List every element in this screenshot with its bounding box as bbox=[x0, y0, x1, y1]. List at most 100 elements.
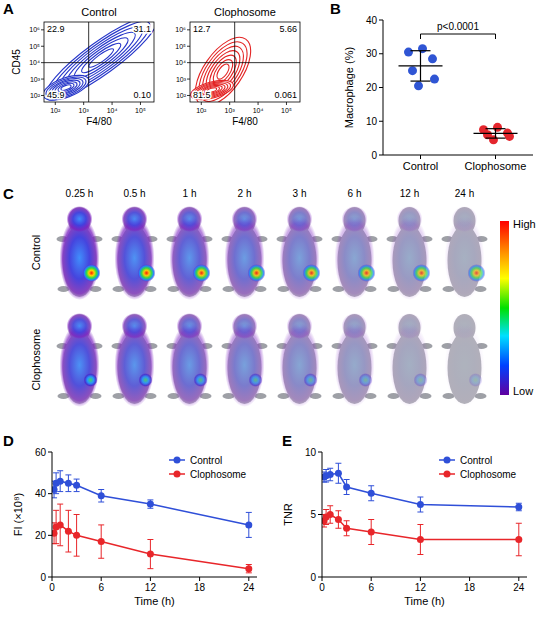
signal-head bbox=[287, 206, 313, 232]
y-tick bbox=[41, 46, 44, 47]
error-bar bbox=[420, 51, 421, 81]
y-tick bbox=[379, 53, 383, 54]
panel-title: Control bbox=[81, 6, 116, 18]
error-cap bbox=[516, 523, 522, 524]
data-point bbox=[147, 551, 154, 558]
series-line bbox=[54, 481, 249, 525]
plot-marks bbox=[52, 471, 252, 573]
contour-line bbox=[190, 34, 256, 102]
error-cap bbox=[411, 80, 431, 81]
mouse-image bbox=[332, 313, 378, 407]
signal-tumor bbox=[84, 373, 98, 387]
data-point bbox=[73, 532, 80, 539]
data-point bbox=[52, 530, 58, 537]
legend-marker bbox=[444, 457, 451, 464]
y-axis bbox=[52, 452, 53, 577]
quadrant-label: 0.061 bbox=[274, 90, 297, 100]
signal-tumor bbox=[414, 373, 428, 387]
contour-line bbox=[215, 62, 232, 81]
y-tick-label: 10⁴ bbox=[175, 59, 186, 66]
error-cap bbox=[335, 528, 341, 529]
y-tick bbox=[41, 95, 44, 96]
data-point bbox=[417, 536, 424, 543]
signal-tumor bbox=[193, 264, 211, 282]
x-tick bbox=[52, 577, 53, 581]
mouse-image bbox=[57, 313, 103, 407]
plot-frame bbox=[44, 22, 154, 102]
legend-label: Clophosome bbox=[460, 469, 517, 480]
y-tick bbox=[48, 452, 52, 453]
signal-tumor bbox=[468, 264, 486, 282]
y-tick bbox=[379, 87, 383, 88]
x-tick bbox=[248, 577, 249, 581]
error-cap bbox=[246, 537, 252, 538]
y-tick bbox=[187, 46, 190, 47]
error-cap bbox=[147, 499, 153, 500]
column-label: 12 h bbox=[400, 188, 419, 199]
y-tick-label: 20 bbox=[35, 530, 47, 541]
error-cap bbox=[344, 494, 350, 495]
y-tick-label: 10⁶ bbox=[175, 26, 186, 33]
quadrant-label: 31.1 bbox=[133, 24, 151, 34]
x-tick bbox=[229, 102, 230, 105]
error-cap bbox=[368, 544, 374, 545]
legend-label: Clophosome bbox=[190, 469, 247, 480]
y-tick bbox=[187, 62, 190, 63]
y-tick bbox=[48, 577, 52, 578]
y-tick-label: 10 bbox=[305, 447, 317, 458]
error-cap bbox=[417, 554, 423, 555]
data-point bbox=[414, 81, 423, 90]
y-tick-label: 40 bbox=[366, 15, 378, 26]
signal-head bbox=[67, 206, 93, 232]
data-point bbox=[515, 536, 522, 543]
x-tick-label: 10³ bbox=[79, 107, 90, 114]
error-cap bbox=[335, 463, 341, 464]
y-tick-label: 10² bbox=[176, 92, 187, 99]
y-tick-label: 10³ bbox=[30, 76, 41, 83]
gate-line bbox=[190, 62, 300, 63]
column-label: 0.5 h bbox=[123, 188, 145, 199]
y-tick-label: 10⁶ bbox=[29, 26, 40, 33]
y-tick bbox=[41, 62, 44, 63]
column-label: 3 h bbox=[293, 188, 307, 199]
legend-label: Control bbox=[190, 455, 222, 466]
signal-tumor bbox=[304, 373, 318, 387]
error-cap bbox=[246, 564, 252, 565]
error-cap bbox=[98, 558, 104, 559]
error-cap bbox=[335, 510, 341, 511]
error-cap bbox=[74, 514, 80, 515]
y-axis-title: Macrophage (%) bbox=[343, 47, 355, 128]
error-cap bbox=[65, 510, 71, 511]
mouse-image bbox=[442, 313, 488, 407]
error-cap bbox=[335, 483, 341, 484]
data-point bbox=[430, 75, 439, 84]
y-tick-label: 0 bbox=[40, 572, 46, 583]
error-cap bbox=[98, 502, 104, 503]
data-point bbox=[65, 480, 72, 487]
x-tick bbox=[518, 577, 519, 581]
data-point bbox=[327, 471, 334, 478]
error-cap bbox=[327, 468, 333, 469]
error-cap bbox=[323, 509, 329, 510]
quadrant-label: 0.10 bbox=[133, 90, 151, 100]
data-point bbox=[65, 528, 72, 535]
signal-tumor bbox=[138, 264, 156, 282]
error-cap bbox=[322, 527, 327, 528]
contours bbox=[190, 28, 261, 102]
x-axis-title: Time (h) bbox=[134, 595, 175, 607]
y-tick bbox=[187, 95, 190, 96]
signal-tumor bbox=[139, 373, 153, 387]
data-point bbox=[408, 66, 417, 75]
mouse-image bbox=[222, 206, 268, 300]
y-tick-label: 0 bbox=[371, 150, 377, 161]
y-tick bbox=[41, 79, 44, 80]
legend: ControlClophosome bbox=[439, 455, 517, 480]
x-tick bbox=[112, 102, 113, 105]
error-cap bbox=[246, 572, 252, 573]
error-cap bbox=[368, 485, 374, 486]
column-label: 0.25 h bbox=[66, 188, 94, 199]
signal-tumor bbox=[83, 264, 101, 282]
error-cap bbox=[57, 504, 63, 505]
y-tick bbox=[379, 121, 383, 122]
error-cap bbox=[57, 491, 63, 492]
